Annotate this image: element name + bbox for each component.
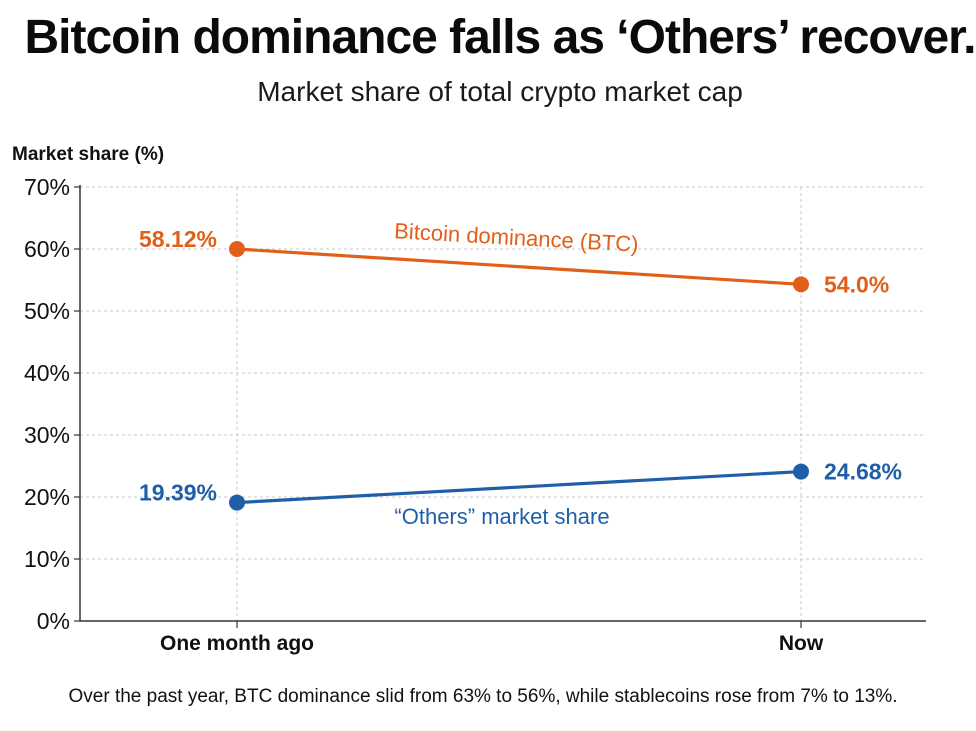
series-name-label: Bitcoin dominance (BTC) bbox=[394, 218, 640, 257]
y-tick-label: 60% bbox=[24, 236, 70, 262]
x-tick-label: One month ago bbox=[160, 632, 314, 655]
y-tick-label: 50% bbox=[24, 298, 70, 324]
data-label: 58.12% bbox=[139, 226, 217, 252]
y-tick-label: 0% bbox=[37, 608, 70, 634]
footnote: Over the past year, BTC dominance slid f… bbox=[68, 686, 898, 707]
y-axis-label: Market share (%) bbox=[12, 144, 165, 165]
y-tick-label: 40% bbox=[24, 360, 70, 386]
series-line bbox=[235, 247, 803, 286]
data-point bbox=[229, 241, 245, 257]
data-label: 19.39% bbox=[139, 480, 217, 506]
data-point bbox=[793, 276, 809, 293]
series-name-label: “Others” market share bbox=[394, 504, 609, 529]
chart-subtitle: Market share of total crypto market cap bbox=[257, 76, 743, 107]
y-tick-label: 10% bbox=[24, 546, 70, 572]
chart-title: Bitcoin dominance falls as ‘Others’ reco… bbox=[24, 11, 976, 64]
y-tick-label: 70% bbox=[24, 174, 70, 200]
data-label: 54.0% bbox=[824, 271, 889, 297]
y-tick-label: 30% bbox=[24, 422, 70, 448]
series-line bbox=[235, 469, 803, 505]
data-point bbox=[793, 463, 809, 480]
data-label: 24.68% bbox=[824, 459, 902, 485]
data-point bbox=[229, 494, 245, 511]
y-tick-label: 20% bbox=[24, 484, 70, 510]
x-tick-label: Now bbox=[779, 632, 824, 655]
